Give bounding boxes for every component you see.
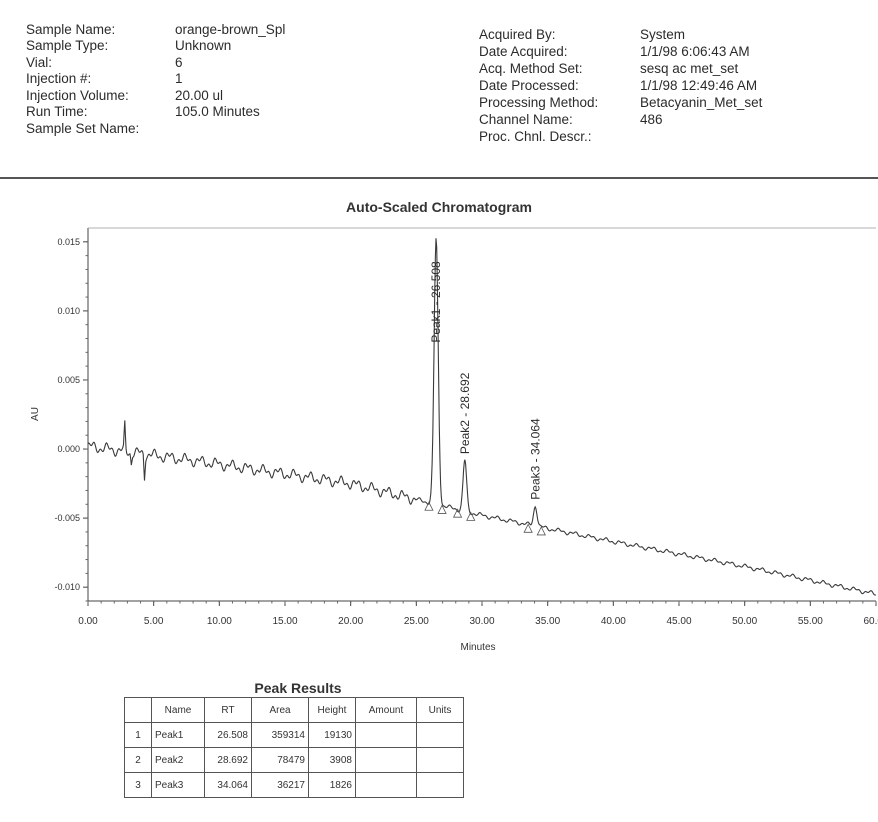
column-header: Height — [308, 697, 356, 723]
table-cell: 359314 — [251, 722, 309, 748]
table-cell: 1826 — [308, 772, 356, 798]
x-tick-label: 20.00 — [338, 616, 363, 627]
peak-results-title: Peak Results — [254, 680, 342, 696]
meta-label: Injection Volume: — [26, 88, 129, 103]
x-tick-label: 0.00 — [78, 616, 98, 627]
y-axis-label: AU — [30, 407, 41, 421]
table-cell: 19130 — [308, 722, 356, 748]
table-row: 1 Peak1 26.508 359314 19130 — [124, 722, 464, 748]
meta-label: Vial: — [26, 55, 53, 70]
meta-label: Date Acquired: — [479, 44, 568, 59]
peak-label: Peak3 - 34.064 — [528, 418, 542, 500]
chart-title: Auto-Scaled Chromatogram — [346, 199, 532, 215]
peak-end-marker — [536, 526, 546, 536]
table-row: 3 Peak3 34.064 36217 1826 — [124, 772, 464, 798]
meta-value: 486 — [640, 112, 663, 127]
peak-start-marker — [523, 523, 533, 533]
x-tick-label: 35.00 — [535, 616, 560, 627]
meta-label: Proc. Chnl. Descr.: — [479, 129, 592, 144]
column-header: Area — [251, 697, 309, 723]
table-cell — [416, 772, 464, 798]
y-tick-label: 0.015 — [57, 237, 80, 247]
column-header: Amount — [355, 697, 417, 723]
peak-end-marker — [437, 504, 447, 514]
meta-label: Channel Name: — [479, 112, 573, 127]
column-header: Units — [416, 697, 464, 723]
column-header: RT — [204, 697, 252, 723]
y-tick-label: 0.000 — [57, 444, 80, 454]
chromatogram-trace — [87, 238, 877, 596]
meta-value: 105.0 Minutes — [175, 104, 260, 119]
table-cell: 26.508 — [204, 722, 252, 748]
table-cell — [355, 772, 417, 798]
x-tick-label: 55.00 — [798, 616, 823, 627]
y-tick-label: -0.010 — [54, 582, 80, 592]
y-tick-label: 0.005 — [57, 375, 80, 385]
meta-value: Betacyanin_Met_set — [640, 95, 763, 110]
meta-value: 1/1/98 6:06:43 AM — [640, 44, 750, 59]
peak-end-marker — [466, 511, 476, 521]
x-axis-label: Minutes — [460, 642, 495, 653]
column-header: Name — [151, 697, 205, 723]
x-tick-label: 30.00 — [469, 616, 494, 627]
meta-value: 1/1/98 12:49:46 AM — [640, 78, 758, 93]
table-cell: 78479 — [251, 747, 309, 773]
x-tick-label: 45.00 — [666, 616, 691, 627]
x-tick-label: 5.00 — [144, 616, 164, 627]
column-header — [124, 697, 152, 723]
table-row: 2 Peak2 28.692 78479 3908 — [124, 747, 464, 773]
table-cell: 34.064 — [204, 772, 252, 798]
x-tick-label: 60.00 — [863, 616, 878, 627]
meta-value: sesq ac met_set — [640, 61, 739, 76]
table-cell — [416, 747, 464, 773]
table-cell — [355, 747, 417, 773]
meta-label: Processing Method: — [479, 95, 599, 110]
table-cell — [416, 722, 464, 748]
meta-value: orange-brown_Spl — [175, 22, 286, 37]
meta-label: Sample Name: — [26, 22, 116, 37]
meta-label: Sample Set Name: — [26, 121, 140, 136]
table-header-row: Name RT Area Height Amount Units — [124, 697, 464, 723]
x-tick-label: 15.00 — [272, 616, 297, 627]
table-cell: Peak2 — [151, 747, 205, 773]
x-tick-label: 50.00 — [732, 616, 757, 627]
x-tick-label: 10.00 — [207, 616, 232, 627]
table-cell: 28.692 — [204, 747, 252, 773]
y-tick-label: 0.010 — [57, 306, 80, 316]
peak-start-marker — [424, 501, 434, 511]
report-header: Sample Name: orange-brown_Spl Sample Typ… — [0, 0, 878, 179]
meta-value: System — [640, 27, 686, 42]
header-divider — [0, 177, 878, 179]
meta-value: Unknown — [175, 38, 232, 53]
meta-value: 6 — [175, 55, 183, 70]
table-cell: 1 — [124, 722, 152, 748]
meta-label: Sample Type: — [26, 38, 109, 53]
table-cell: Peak3 — [151, 772, 205, 798]
peak-label: Peak2 - 28.692 — [458, 372, 472, 454]
table-cell: 3 — [124, 772, 152, 798]
meta-value: 1 — [175, 71, 183, 86]
chromatogram-plot: 0.015 0.010 0.005 0.000 -0.005 -0.010 0.00 5.00… — [30, 227, 878, 653]
table-cell: 36217 — [251, 772, 309, 798]
meta-label: Run Time: — [26, 104, 88, 119]
meta-label: Date Processed: — [479, 78, 579, 93]
table-cell: Peak1 — [151, 722, 205, 748]
y-tick-label: -0.005 — [54, 513, 80, 523]
peak-results-table: Name RT Area Height Amount Units 1 Peak1 26.508 3… — [124, 697, 464, 798]
meta-label: Acquired By: — [479, 27, 556, 42]
table-cell: 2 — [124, 747, 152, 773]
meta-label: Acq. Method Set: — [479, 61, 583, 76]
table-cell — [355, 722, 417, 748]
x-tick-label: 25.00 — [404, 616, 429, 627]
meta-value: 20.00 ul — [175, 88, 224, 103]
meta-label: Injection #: — [26, 71, 92, 86]
table-cell: 3908 — [308, 747, 356, 773]
peak-label: Peak1 - 26.508 — [429, 261, 443, 343]
x-tick-label: 40.00 — [601, 616, 626, 627]
peak-start-marker — [452, 508, 463, 518]
